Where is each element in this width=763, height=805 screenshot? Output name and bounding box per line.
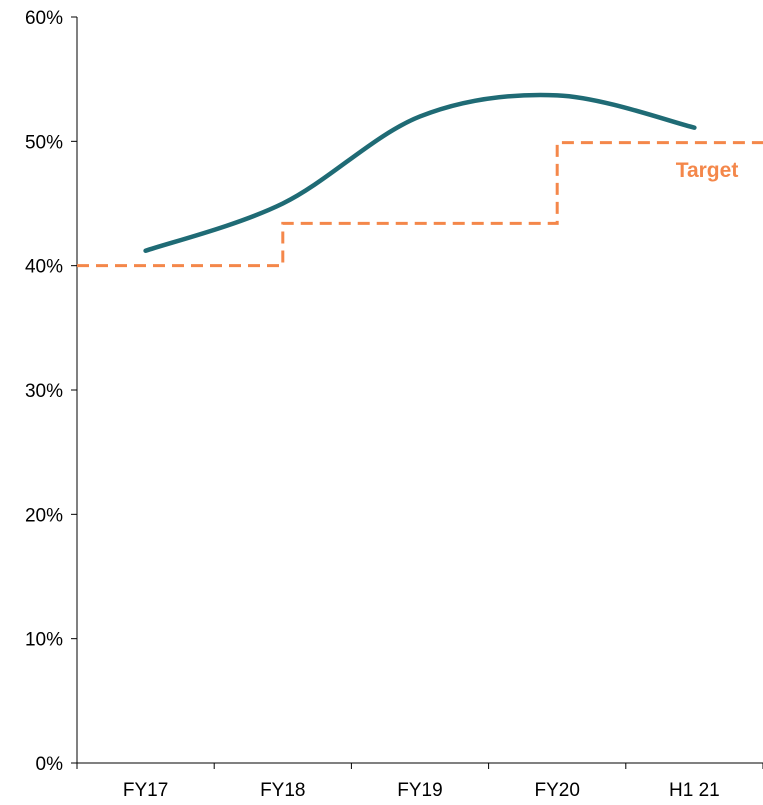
x-tick-label: H1 21 bbox=[669, 780, 720, 801]
y-tick-label: 10% bbox=[25, 630, 63, 651]
target-annotation: Target bbox=[676, 159, 739, 182]
y-axis-ticks: 0% 10% 20% 30% 40% 50% 60% bbox=[25, 8, 77, 775]
x-tick-label: FY20 bbox=[534, 780, 579, 801]
x-axis-ticks: FY17 FY18 FY19 FY20 H1 21 bbox=[76, 763, 763, 801]
axes bbox=[76, 17, 763, 764]
target-step-line bbox=[77, 141, 763, 268]
y-tick-label: 20% bbox=[25, 505, 63, 526]
y-tick-label: 60% bbox=[25, 8, 63, 29]
y-tick-label: 30% bbox=[25, 381, 63, 402]
actual-line bbox=[143, 92, 697, 253]
x-tick-label: FY19 bbox=[397, 780, 442, 801]
y-tick-label: 40% bbox=[25, 257, 63, 278]
x-tick-label: FY17 bbox=[123, 780, 168, 801]
series-layer bbox=[77, 92, 763, 268]
x-tick-label: FY18 bbox=[260, 780, 305, 801]
y-tick-label: 0% bbox=[36, 754, 64, 775]
y-tick-label: 50% bbox=[25, 132, 63, 153]
